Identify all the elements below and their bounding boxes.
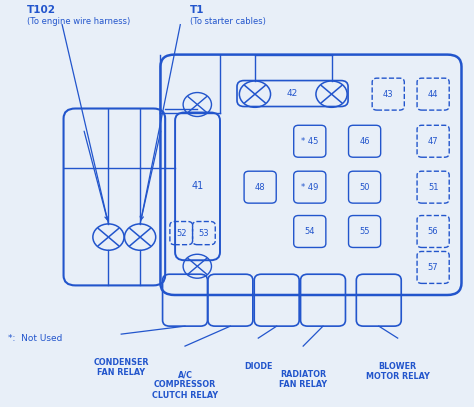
Text: 44: 44 (428, 90, 438, 98)
Text: BLOWER
MOTOR RELAY: BLOWER MOTOR RELAY (366, 362, 429, 381)
Text: *:  Not Used: *: Not Used (8, 334, 62, 343)
Text: 51: 51 (428, 183, 438, 192)
Text: 55: 55 (359, 227, 370, 236)
Text: RADIATOR
FAN RELAY: RADIATOR FAN RELAY (279, 370, 327, 389)
Text: 53: 53 (199, 229, 209, 238)
Text: DIODE: DIODE (244, 362, 273, 371)
Text: 41: 41 (191, 182, 204, 191)
Text: 52: 52 (176, 229, 186, 238)
Text: 42: 42 (287, 89, 298, 98)
Text: (To engine wire harness): (To engine wire harness) (27, 17, 130, 26)
Text: * 49: * 49 (301, 183, 319, 192)
Text: 57: 57 (428, 263, 438, 272)
Text: 56: 56 (428, 227, 438, 236)
Text: 43: 43 (383, 90, 393, 98)
Text: 47: 47 (428, 137, 438, 146)
Text: 48: 48 (255, 183, 265, 192)
Text: 50: 50 (359, 183, 370, 192)
Text: * 45: * 45 (301, 137, 319, 146)
Text: A/C
COMPRESSOR
CLUTCH RELAY: A/C COMPRESSOR CLUTCH RELAY (152, 370, 218, 400)
Text: (To starter cables): (To starter cables) (190, 17, 265, 26)
Text: 54: 54 (304, 227, 315, 236)
Text: T1: T1 (190, 5, 204, 15)
Text: T102: T102 (27, 5, 55, 15)
Text: CONDENSER
FAN RELAY: CONDENSER FAN RELAY (93, 358, 149, 377)
Text: 46: 46 (359, 137, 370, 146)
